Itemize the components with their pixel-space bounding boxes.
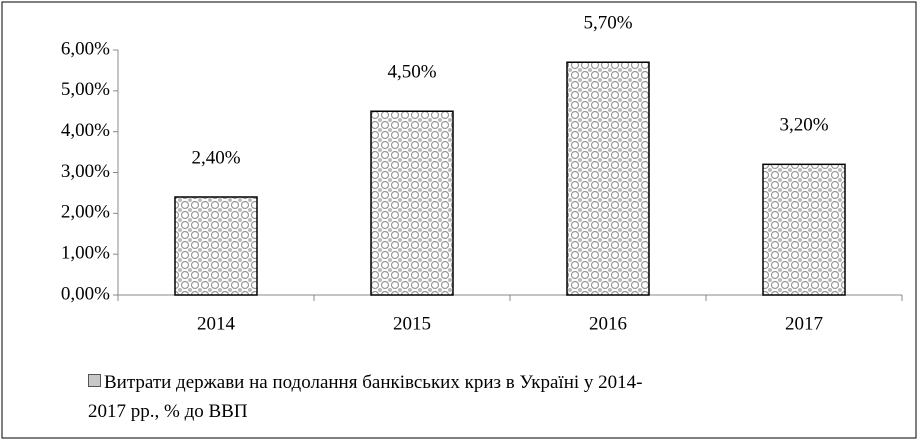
bar (174, 196, 258, 296)
y-tick-label: 2,00% (61, 202, 110, 223)
x-tick-label: 2016 (589, 313, 627, 334)
y-tick-label: 4,00% (61, 120, 110, 141)
bar (566, 61, 650, 296)
bar (370, 110, 454, 296)
y-tick-label: 3,00% (61, 161, 110, 182)
legend: Витрати держави на подолання банківських… (88, 368, 668, 426)
x-tick-label: 2014 (197, 313, 236, 334)
x-tick-label: 2015 (393, 313, 431, 334)
legend-swatch (88, 374, 101, 387)
bar (762, 163, 846, 296)
data-label: 4,50% (387, 62, 436, 83)
data-label: 5,70% (583, 13, 632, 34)
data-label: 3,20% (779, 115, 828, 136)
y-tick-label: 6,00% (61, 38, 110, 59)
y-tick-label: 1,00% (61, 243, 110, 264)
y-tick-label: 5,00% (61, 79, 110, 100)
x-tick-label: 2017 (785, 313, 823, 334)
data-label: 2,40% (191, 147, 240, 168)
y-tick-label: 0,00% (61, 283, 110, 304)
legend-label: Витрати держави на подолання банківських… (88, 372, 643, 422)
